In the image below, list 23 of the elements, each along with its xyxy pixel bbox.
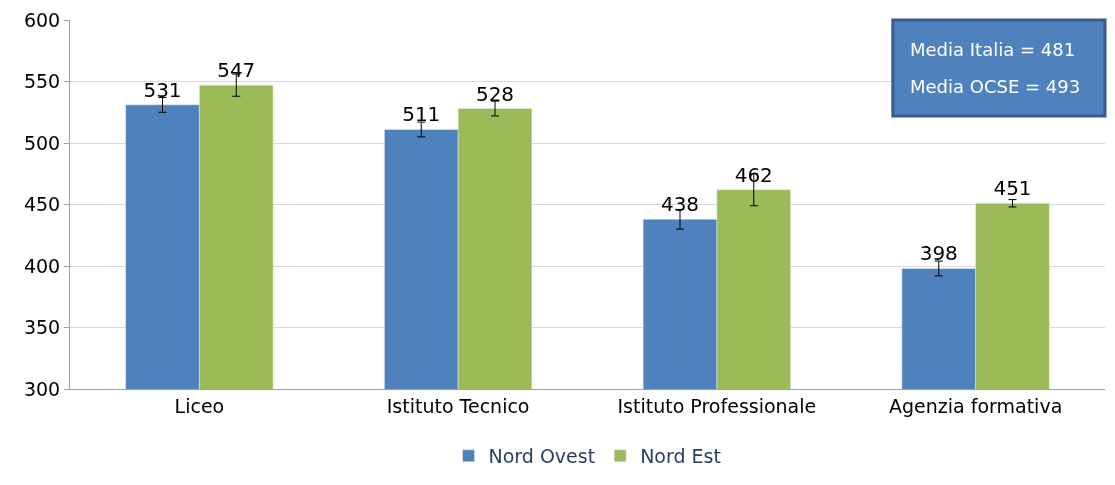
data-label: 398 <box>919 241 958 266</box>
y-tick-label: 600 <box>23 8 61 31</box>
y-tick-label: 550 <box>23 70 61 93</box>
data-label: 511 <box>402 102 441 127</box>
x-tick-label: Istituto Professionale <box>617 394 817 417</box>
x-tick-label: Liceo <box>174 394 225 417</box>
data-label: 547 <box>217 58 256 83</box>
annotation: Media Italia = 481 <box>910 39 1076 60</box>
legend-label: Nord Est <box>640 445 721 468</box>
y-tick-label: 300 <box>23 377 61 400</box>
y-tick-label: 350 <box>23 316 61 339</box>
y-tick-label: 400 <box>23 254 61 277</box>
x-tick-label: Istituto Tecnico <box>386 394 530 417</box>
y-tick-label: 450 <box>23 193 61 216</box>
data-label: 531 <box>143 77 182 102</box>
y-tick-label: 500 <box>23 131 61 154</box>
data-label: 528 <box>475 81 515 106</box>
annotation: Media OCSE = 493 <box>910 76 1081 97</box>
legend-label: Nord Ovest <box>488 445 596 468</box>
x-tick-label: Agenzia formativa <box>888 394 1063 417</box>
data-label: 451 <box>993 176 1032 201</box>
data-label: 462 <box>734 162 773 187</box>
data-label: 438 <box>660 192 700 217</box>
